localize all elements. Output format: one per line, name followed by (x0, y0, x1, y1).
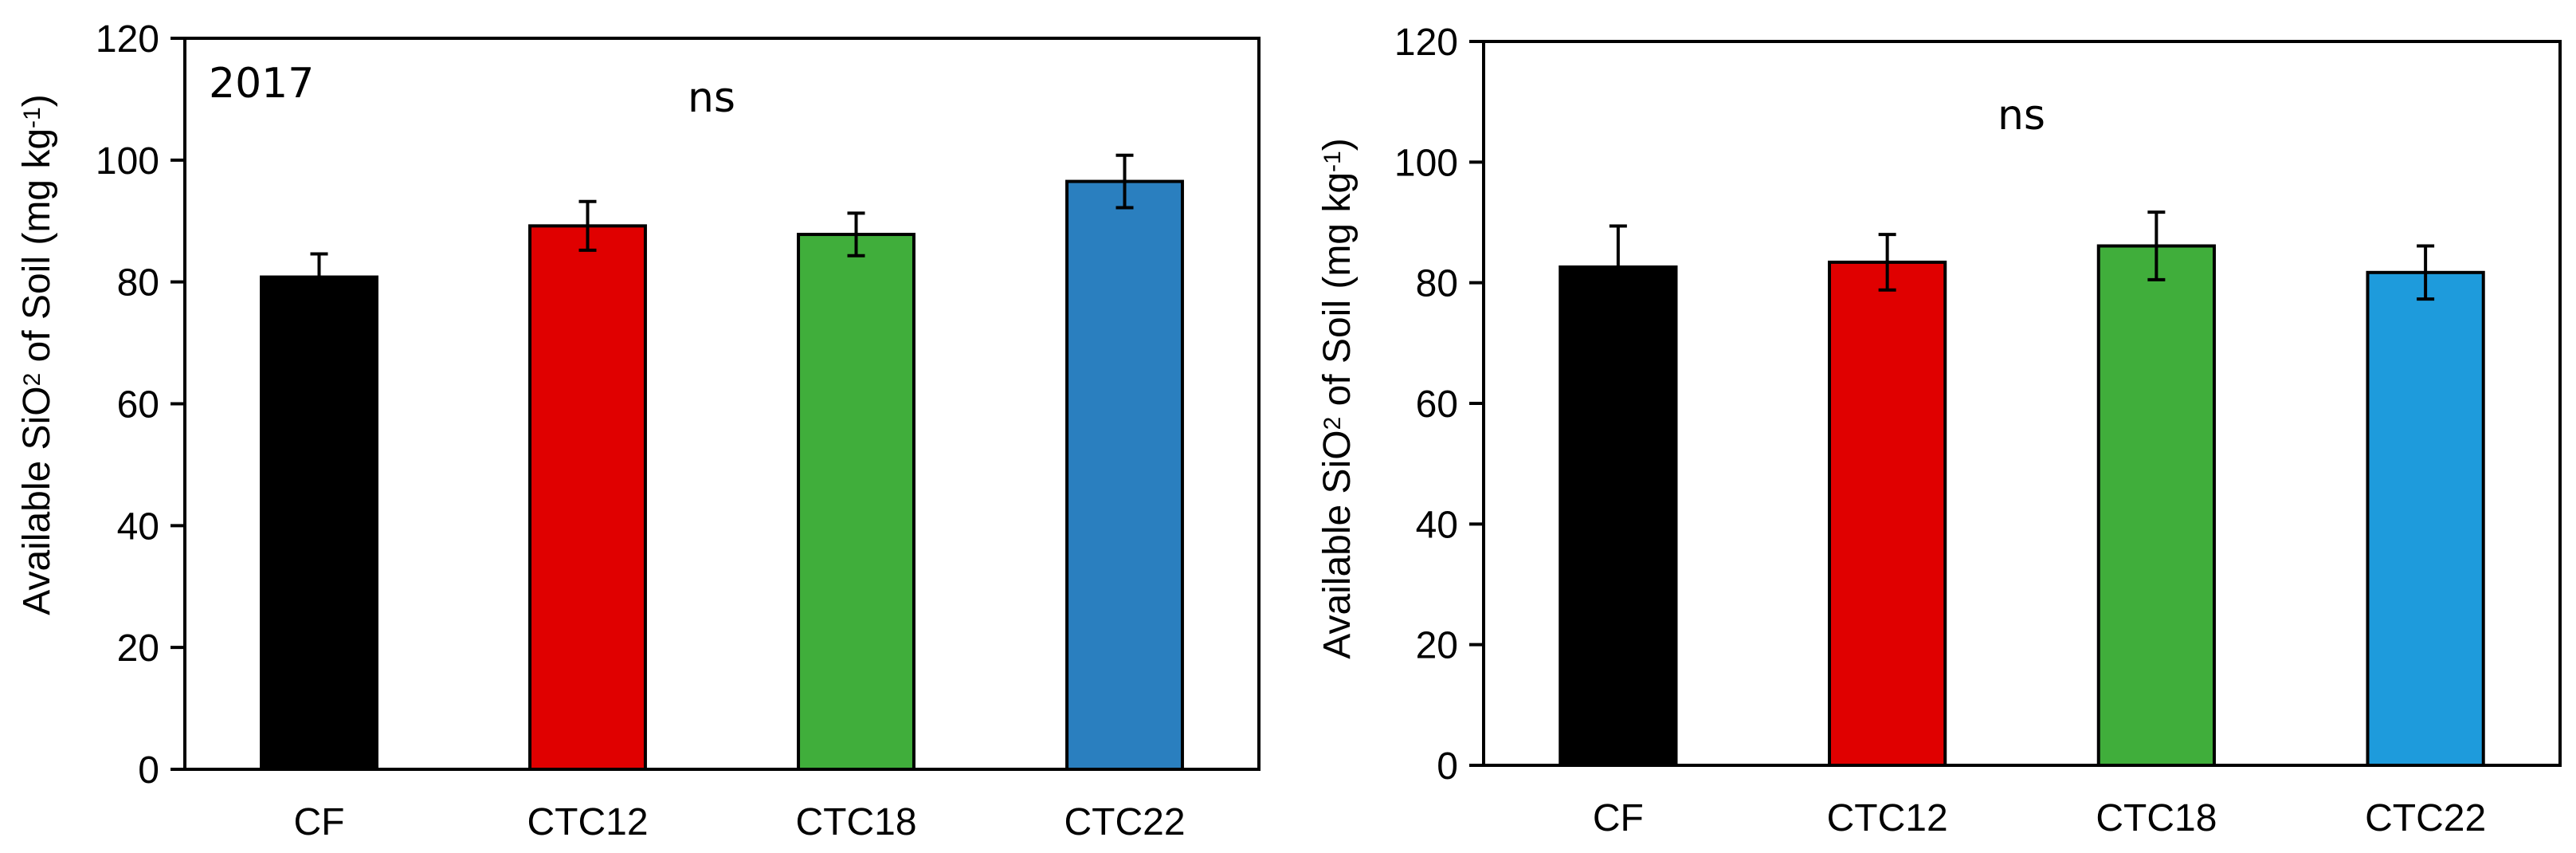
panel-label: 2017 (209, 60, 314, 108)
y-axis-title-part: ) (1316, 138, 1359, 151)
y-axis-title-part: Available SiO (16, 386, 58, 615)
y-axis-title-part: of Soil (mg kg (1316, 172, 1359, 417)
y-tick-label: 20 (117, 627, 159, 670)
x-tick-label: CF (294, 801, 345, 843)
y-tick-label: 60 (117, 384, 159, 426)
plot-frame (1482, 40, 2562, 767)
y-axis-title-part: Available SiO (1316, 430, 1359, 658)
y-tick-label: 80 (1416, 263, 1458, 305)
y-tick-label: 120 (96, 18, 159, 61)
significance-label: ns (688, 74, 735, 122)
y-axis-title-superscript: -1 (1319, 151, 1346, 172)
y-tick-label: 120 (1394, 22, 1458, 64)
x-tick-label: CTC22 (1064, 801, 1185, 843)
bar-CF (1559, 265, 1678, 767)
bar-CTC12 (1828, 260, 1947, 767)
x-tick-label: CTC12 (1827, 797, 1948, 839)
y-tick-label: 0 (138, 749, 159, 792)
y-tick-label: 40 (1416, 504, 1458, 546)
bar-CTC22 (1065, 179, 1184, 771)
x-tick-label: CTC18 (795, 801, 916, 843)
chart-panel-2: 0 20 40 60 80 100 120 CF CTC12 CTC18 CTC22 Availabl… (1316, 22, 2562, 839)
x-tick-label: CTC18 (2096, 797, 2217, 839)
y-tick-label: 60 (1416, 383, 1458, 426)
plot-frame (183, 37, 1261, 771)
y-axis-title: Available SiO2 of Soil (mg kg-1) (16, 94, 58, 615)
y-tick-label: 80 (117, 262, 159, 305)
y-axis-title: Available SiO2 of Soil (mg kg-1) (1316, 138, 1359, 658)
bar-CTC18 (797, 233, 916, 772)
y-tick-label: 20 (1416, 625, 1458, 667)
x-tick-label: CTC22 (2365, 797, 2486, 839)
x-tick-label: CTC12 (527, 801, 648, 843)
y-axis-title-superscript: -1 (19, 107, 45, 128)
y-tick-label: 100 (1394, 142, 1458, 184)
bar-CTC18 (2096, 244, 2216, 767)
y-axis-title-part: ) (16, 94, 58, 107)
y-tick-label: 0 (1437, 745, 1458, 788)
significance-label: ns (1998, 92, 2045, 140)
chart-panel-1: 0 20 40 60 80 100 120 CF CTC12 CTC18 CTC22 Availabl… (16, 18, 1261, 843)
x-tick-label: CF (1593, 797, 1644, 839)
bar-CTC22 (2366, 270, 2485, 767)
y-axis-title-superscript: 2 (19, 373, 45, 387)
y-tick-label: 100 (96, 140, 159, 183)
y-tick-label: 40 (117, 505, 159, 548)
y-axis-title-part: of Soil (mg kg (16, 128, 58, 373)
bar-CF (260, 275, 378, 771)
bar-CTC12 (528, 224, 647, 771)
y-axis-title-superscript: 2 (1319, 417, 1346, 430)
